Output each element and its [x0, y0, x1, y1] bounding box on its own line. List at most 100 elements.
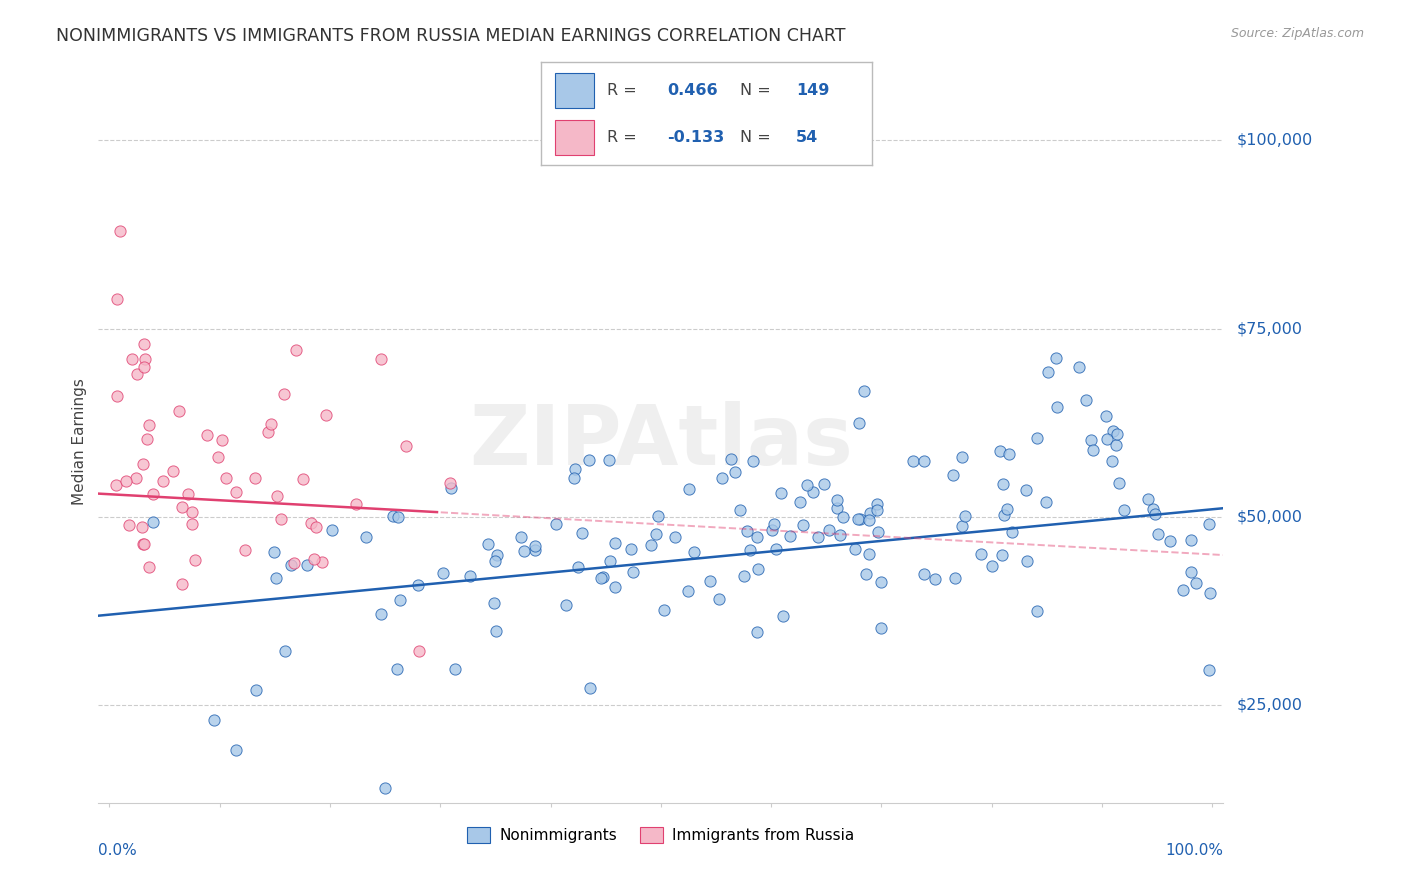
Nonimmigrants [567, 559, 589, 574]
Nonimmigrants [652, 602, 675, 616]
Immigrants from Russia [225, 484, 247, 499]
Nonimmigrants [245, 682, 267, 697]
Immigrants from Russia [207, 450, 229, 464]
Nonimmigrants [832, 510, 855, 524]
Immigrants from Russia [115, 474, 138, 488]
Nonimmigrants [1107, 427, 1129, 442]
Nonimmigrants [1180, 533, 1202, 548]
Nonimmigrants [747, 625, 769, 640]
Immigrants from Russia [439, 476, 461, 491]
Immigrants from Russia [257, 425, 280, 440]
Text: $50,000: $50,000 [1237, 509, 1303, 524]
Immigrants from Russia [283, 556, 305, 570]
Nonimmigrants [603, 580, 626, 594]
Nonimmigrants [868, 525, 890, 540]
Nonimmigrants [924, 572, 946, 586]
Nonimmigrants [1038, 366, 1060, 380]
Nonimmigrants [772, 609, 794, 624]
Nonimmigrants [792, 517, 814, 532]
Immigrants from Russia [152, 474, 174, 488]
Nonimmigrants [991, 549, 1014, 563]
Nonimmigrants [735, 524, 758, 538]
Nonimmigrants [385, 662, 408, 676]
Nonimmigrants [562, 471, 585, 485]
Nonimmigrants [870, 621, 893, 635]
Nonimmigrants [991, 477, 1014, 491]
Nonimmigrants [225, 743, 247, 757]
Nonimmigrants [554, 599, 576, 613]
Immigrants from Russia [292, 472, 315, 486]
Immigrants from Russia [273, 387, 295, 401]
Nonimmigrants [901, 453, 924, 467]
Immigrants from Russia [162, 464, 184, 478]
Immigrants from Russia [170, 500, 193, 515]
Nonimmigrants [592, 570, 614, 584]
Nonimmigrants [1046, 400, 1069, 414]
Nonimmigrants [720, 452, 742, 467]
Nonimmigrants [865, 497, 887, 511]
Immigrants from Russia [118, 517, 141, 532]
Text: $25,000: $25,000 [1237, 698, 1303, 713]
Text: 0.0%: 0.0% [98, 843, 138, 857]
Nonimmigrants [849, 512, 872, 526]
Text: -0.133: -0.133 [666, 130, 724, 145]
Nonimmigrants [1144, 507, 1167, 521]
Nonimmigrants [1108, 476, 1130, 491]
Immigrants from Russia [121, 352, 143, 367]
Nonimmigrants [1171, 583, 1194, 598]
Immigrants from Russia [408, 644, 430, 658]
Nonimmigrants [321, 523, 343, 537]
Y-axis label: Median Earnings: Median Earnings [72, 378, 87, 505]
Nonimmigrants [745, 530, 768, 544]
Nonimmigrants [578, 453, 600, 467]
Immigrants from Russia [260, 417, 283, 432]
Nonimmigrants [825, 500, 848, 515]
Nonimmigrants [1015, 483, 1038, 498]
Nonimmigrants [848, 417, 870, 431]
Nonimmigrants [1035, 495, 1057, 509]
Nonimmigrants [807, 530, 830, 544]
Nonimmigrants [571, 526, 593, 541]
Immigrants from Russia [105, 292, 128, 306]
Nonimmigrants [848, 512, 870, 526]
Nonimmigrants [579, 681, 602, 695]
Nonimmigrants [603, 536, 626, 550]
Immigrants from Russia [132, 336, 155, 351]
Immigrants from Russia [138, 559, 160, 574]
Immigrants from Russia [172, 576, 194, 591]
Immigrants from Russia [136, 432, 159, 446]
Nonimmigrants [354, 530, 377, 544]
Nonimmigrants [644, 527, 666, 541]
Text: R =: R = [607, 130, 643, 145]
Immigrants from Russia [180, 506, 202, 520]
Immigrants from Russia [285, 343, 308, 357]
Nonimmigrants [733, 568, 755, 582]
Nonimmigrants [1198, 586, 1220, 600]
Nonimmigrants [830, 528, 852, 542]
Text: NONIMMIGRANTS VS IMMIGRANTS FROM RUSSIA MEDIAN EARNINGS CORRELATION CHART: NONIMMIGRANTS VS IMMIGRANTS FROM RUSSIA … [56, 27, 846, 45]
Immigrants from Russia [142, 487, 165, 501]
Text: $100,000: $100,000 [1237, 133, 1313, 148]
Nonimmigrants [1025, 431, 1047, 445]
Nonimmigrants [599, 554, 621, 568]
Immigrants from Russia [132, 457, 155, 471]
Nonimmigrants [818, 523, 841, 537]
Immigrants from Russia [169, 403, 191, 417]
Immigrants from Russia [270, 512, 292, 526]
Immigrants from Russia [177, 487, 200, 501]
Nonimmigrants [389, 592, 412, 607]
Nonimmigrants [676, 583, 699, 598]
Immigrants from Russia [184, 553, 207, 567]
Nonimmigrants [943, 571, 966, 585]
Immigrants from Russia [215, 471, 238, 485]
Immigrants from Russia [305, 520, 328, 534]
Nonimmigrants [266, 571, 288, 585]
Nonimmigrants [382, 508, 405, 523]
Nonimmigrants [406, 578, 429, 592]
Nonimmigrants [1101, 454, 1123, 468]
Nonimmigrants [709, 592, 731, 607]
Nonimmigrants [484, 554, 506, 568]
Nonimmigrants [640, 538, 662, 552]
Nonimmigrants [524, 539, 547, 553]
Nonimmigrants [280, 558, 302, 573]
